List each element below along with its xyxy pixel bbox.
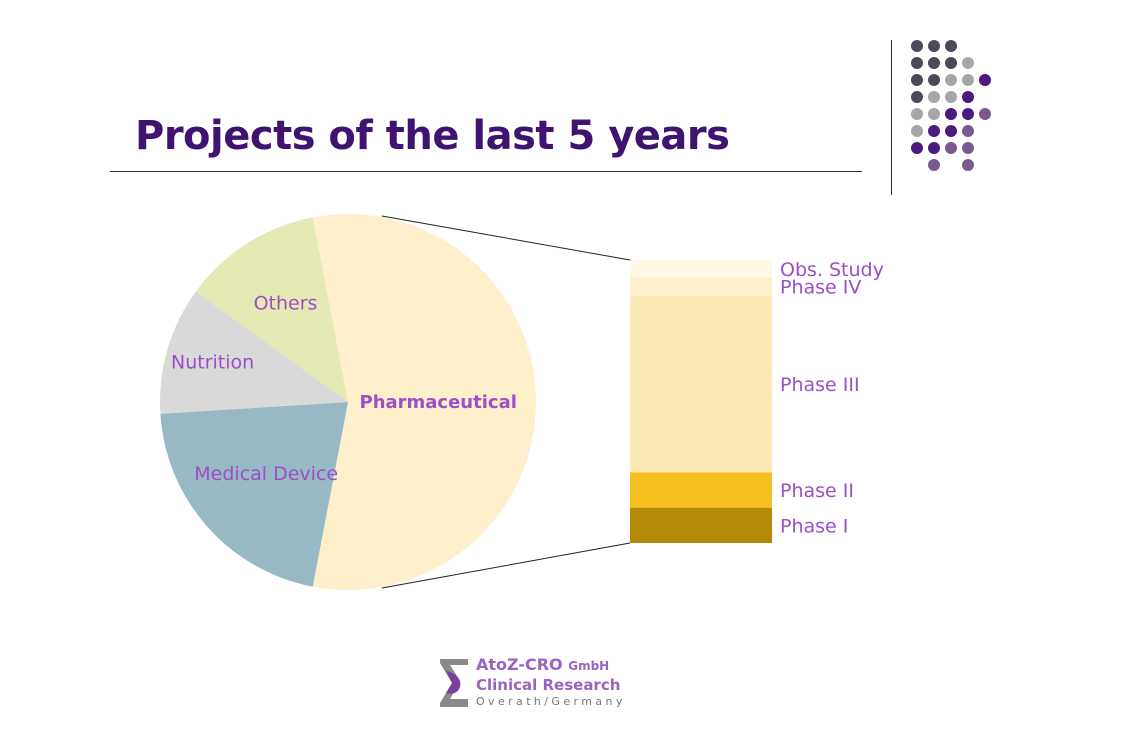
- decorative-dot: [945, 142, 957, 154]
- bar-label-obs-study: Obs. Study: [780, 259, 884, 281]
- decorative-dot: [945, 125, 957, 137]
- decorative-dot: [928, 40, 940, 52]
- bar-segment-obs-study: [630, 260, 772, 278]
- decorative-dot: [945, 74, 957, 86]
- decorative-dot: [962, 159, 974, 171]
- bar-segment-phase-ii: [630, 472, 772, 508]
- pie-label-medical-device: Medical Device: [194, 463, 338, 485]
- connector-top: [381, 215, 631, 261]
- decorative-dot: [928, 91, 940, 103]
- decorative-dot: [928, 57, 940, 69]
- page-title: Projects of the last 5 years: [135, 113, 730, 159]
- pie-label-others: Others: [254, 293, 318, 315]
- decorative-dot: [962, 125, 974, 137]
- pie-slice-others: [195, 217, 348, 402]
- decorative-dot: [979, 74, 991, 86]
- pie-slice-medical-device: [160, 402, 348, 587]
- pie-slice-pharmaceutical: [312, 214, 536, 590]
- connector-bottom: [381, 542, 631, 589]
- decorative-dot: [962, 108, 974, 120]
- decorative-dot: [928, 108, 940, 120]
- decorative-dot: [945, 108, 957, 120]
- decorative-dot: [911, 125, 923, 137]
- pie-label-nutrition: Nutrition: [171, 352, 254, 374]
- decorative-dot: [962, 142, 974, 154]
- decorative-dot: [928, 74, 940, 86]
- decorative-dot: [979, 108, 991, 120]
- bar-segment-phase-i: [630, 507, 772, 544]
- connector-lines: [381, 215, 631, 589]
- decorative-dot: [911, 91, 923, 103]
- decorative-dot: [945, 57, 957, 69]
- bar-label-phase-iv: Phase IV: [780, 277, 861, 299]
- pie-label-pharmaceutical: Pharmaceutical: [360, 392, 517, 413]
- decorative-dot: [945, 91, 957, 103]
- decorative-dot: [911, 57, 923, 69]
- logo-tagline: Clinical Research: [476, 676, 621, 694]
- sigma-logo-icon: [440, 659, 468, 707]
- decorative-dot: [911, 108, 923, 120]
- pie-chart: Pharmaceutical Medical Device Nutrition Oth…: [159, 214, 536, 590]
- decorative-dot: [962, 74, 974, 86]
- decorative-dot: [945, 40, 957, 52]
- title-divider: [110, 171, 862, 172]
- bar-segment-phase-iii: [630, 295, 772, 473]
- bar-segment-phase-iv: [630, 277, 772, 296]
- decorative-dot: [911, 40, 923, 52]
- decorative-dot: [911, 74, 923, 86]
- bar-label-phase-i: Phase I: [780, 515, 848, 537]
- decorative-dot: [928, 159, 940, 171]
- decorative-dot: [962, 57, 974, 69]
- company-logo: AtoZ-CRO GmbH Clinical Research Overath/…: [438, 655, 648, 713]
- decorative-dot: [928, 125, 940, 137]
- bar-label-phase-iii: Phase III: [780, 374, 860, 396]
- decorative-dot: [911, 142, 923, 154]
- bar-label-phase-ii: Phase II: [780, 480, 854, 502]
- logo-company-suffix: GmbH: [568, 659, 610, 673]
- logo-location: Overath/Germany: [476, 695, 626, 708]
- vertical-divider: [891, 40, 892, 195]
- decorative-dot: [928, 142, 940, 154]
- decorative-dot: [962, 91, 974, 103]
- logo-company-name: AtoZ-CRO: [476, 655, 569, 674]
- pie-slice-nutrition: [159, 291, 348, 414]
- decorative-dot-grid: [911, 40, 991, 171]
